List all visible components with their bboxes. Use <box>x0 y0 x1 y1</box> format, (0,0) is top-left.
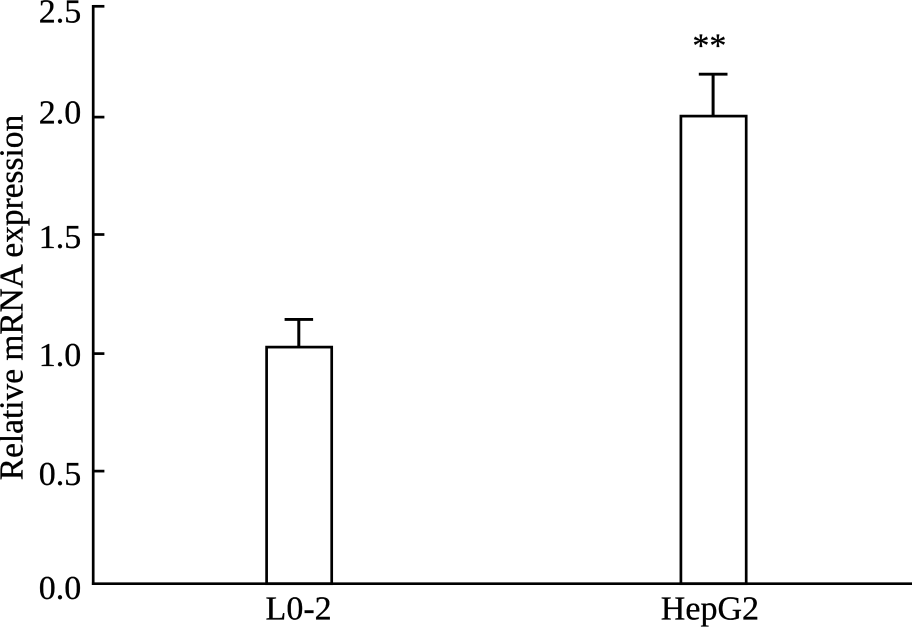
svg-text:**: ** <box>692 28 726 65</box>
svg-text:2.0: 2.0 <box>39 95 82 132</box>
svg-text:L0-2: L0-2 <box>266 591 332 627</box>
svg-text:1.5: 1.5 <box>39 219 82 256</box>
svg-text:2.5: 2.5 <box>39 0 82 31</box>
svg-text:0.0: 0.0 <box>39 570 82 607</box>
svg-text:0.5: 0.5 <box>39 456 82 493</box>
svg-text:1.0: 1.0 <box>39 337 82 374</box>
svg-text:HepG2: HepG2 <box>661 591 759 627</box>
svg-text:Relative mRNA expression: Relative mRNA expression <box>0 115 31 481</box>
